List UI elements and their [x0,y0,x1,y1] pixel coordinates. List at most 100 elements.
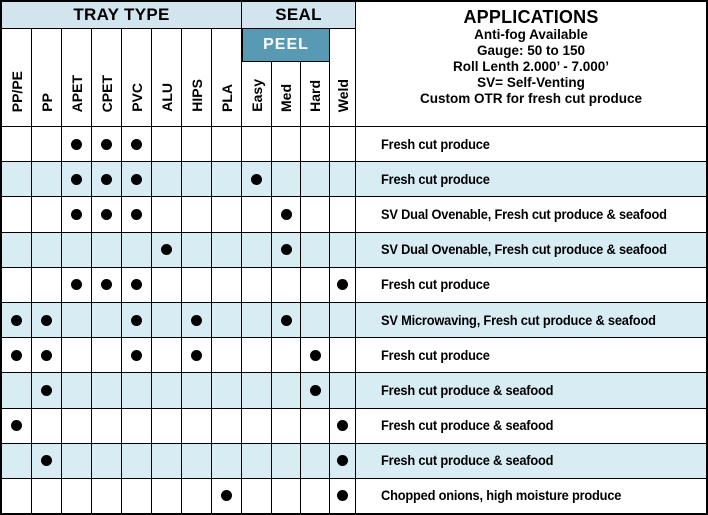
matrix-cell-pla [212,197,242,232]
matrix-cell-apet [62,267,92,302]
matrix-cell-pvc [122,302,152,338]
column-header-alu: ALU [152,29,182,126]
column-label: Easy [248,79,265,112]
dot-marker [71,208,82,220]
application-cell: Fresh cut produce [356,162,706,196]
table-row: Fresh cut produce & seafood [2,373,706,409]
matrix-cell-med [272,338,301,373]
column-label: Weld [334,78,351,112]
dot-marker [71,279,82,291]
matrix-cell-weld [330,162,356,197]
matrix-cell-pp [32,338,62,373]
column-header-pp: PP [32,29,62,126]
matrix-cell-cpet [92,267,122,302]
application-text: Chopped onions, high moisture produce [381,488,622,504]
application-cell: SV Dual Ovenable, Fresh cut produce & se… [356,197,706,231]
application-cell: Fresh cut produce [356,338,706,372]
column-headers: PEEL PP/PE PP APET CPET PVC ALU HIPS PLA Easy Med… [2,29,356,126]
matrix-cell-hard [301,232,330,267]
matrix-cell-med [272,443,301,478]
matrix-cell-hips [182,478,212,514]
matrix-cell-alu [152,478,182,514]
matrix-cell-easy [242,373,272,408]
matrix-cell-hips [182,127,212,162]
matrix-cell-alu [152,373,182,408]
application-text: Fresh cut produce [381,136,490,152]
column-label: CPET [98,74,115,112]
matrix-cell-med [272,373,301,408]
group-header-row: TRAY TYPE SEAL [2,2,356,29]
tray-type-header: TRAY TYPE [2,2,242,28]
matrix-cell-alu [152,408,182,443]
dot-marker [131,138,142,150]
column-header-hard: Hard [301,29,330,126]
matrix-cell-pp [32,302,62,338]
matrix-cell-apet [62,478,92,514]
matrix-cell-pp-pe [2,197,32,232]
column-header-weld: Weld [330,29,356,126]
dot-marker [11,314,22,326]
dot-marker [337,455,348,467]
matrix-cell-med [272,408,301,443]
matrix-cell-hard [301,408,330,443]
application-text: Fresh cut produce [381,171,490,187]
matrix-cell-apet [62,338,92,373]
matrix-cell-hard [301,373,330,408]
matrix-cell-hips [182,267,212,302]
matrix-cell-easy [242,162,272,197]
matrix-cell-weld [330,302,356,338]
matrix-cell-pp [32,408,62,443]
column-header-easy: Easy [242,29,272,126]
table-row: SV Dual Ovenable, Fresh cut produce & se… [2,232,706,268]
application-cell: SV Dual Ovenable, Fresh cut produce & se… [356,233,706,267]
matrix-cell-pla [212,267,242,302]
matrix-cell-pla [212,373,242,408]
matrix-cell-pp-pe [2,232,32,267]
matrix-cell-med [272,162,301,197]
matrix-cell-pp-pe [2,162,32,197]
application-text: Fresh cut produce & seafood [381,453,554,469]
matrix-cell-med [272,302,301,338]
table-row: Fresh cut produce & seafood [2,443,706,479]
matrix-cell-hard [301,162,330,197]
matrix-cell-apet [62,162,92,197]
matrix-cell-weld [330,373,356,408]
matrix-cell-pla [212,478,242,514]
column-label: APET [68,74,85,112]
dot-marker [337,279,348,291]
matrix-cell-apet [62,232,92,267]
matrix-cell-pvc [122,443,152,478]
matrix-cell-weld [330,232,356,267]
applications-note-antifog: Anti-fog Available [474,27,588,42]
matrix-cell-hips [182,302,212,338]
column-label: PP/PE [8,70,25,112]
matrix-cell-pla [212,443,242,478]
matrix-cell-hard [301,197,330,232]
matrix-cell-hips [182,162,212,197]
peel-header: PEEL [242,29,330,62]
table-row: Fresh cut produce & seafood [2,408,706,444]
dot-marker [101,138,112,150]
matrix-cell-alu [152,127,182,162]
column-label: PP [38,93,55,112]
table-row: Fresh cut produce [2,127,706,163]
application-cell: Fresh cut produce [356,268,706,302]
matrix-cell-weld [330,338,356,373]
matrix-cell-cpet [92,162,122,197]
column-label: HIPS [188,79,205,112]
column-header-pvc: PVC [122,29,152,126]
matrix-cell-med [272,478,301,514]
matrix-cell-weld [330,478,356,514]
matrix-cell-pp [32,197,62,232]
application-text: Fresh cut produce [381,277,490,293]
matrix-cell-weld [330,127,356,162]
application-text: Fresh cut produce [381,347,490,363]
matrix-cell-pp [32,478,62,514]
matrix-cell-pp [32,373,62,408]
application-cell: Chopped onions, high moisture produce [356,479,706,513]
matrix-cell-pp [32,443,62,478]
table-row: SV Microwaving, Fresh cut produce & seaf… [2,302,706,339]
matrix-cell-hard [301,478,330,514]
matrix-cell-easy [242,197,272,232]
